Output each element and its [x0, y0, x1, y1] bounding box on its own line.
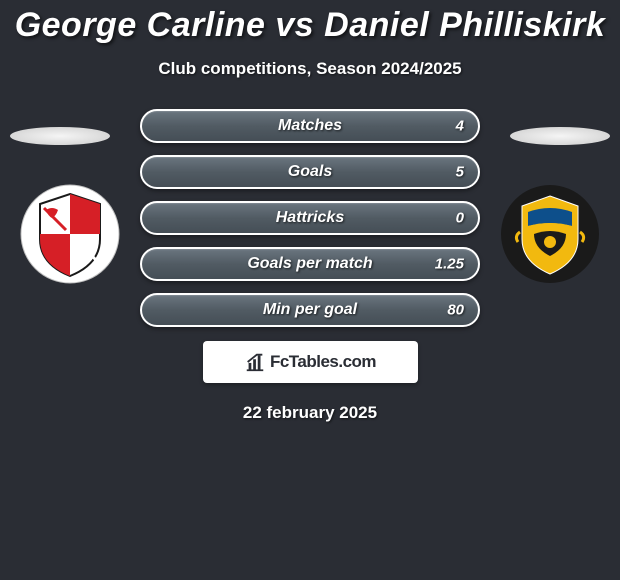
- subtitle: Club competitions, Season 2024/2025: [0, 59, 620, 79]
- player-right-placeholder: [510, 127, 610, 145]
- date-text: 22 february 2025: [0, 403, 620, 423]
- crest-right: [500, 184, 600, 284]
- stat-label: Goals per match: [142, 255, 478, 273]
- stat-value: 5: [456, 164, 464, 181]
- stat-value: 1.25: [435, 256, 464, 273]
- stat-label: Matches: [142, 117, 478, 135]
- stat-bar-hattricks: Hattricks 0: [140, 201, 480, 235]
- source-logo: FcTables.com: [244, 351, 376, 373]
- source-logo-box: FcTables.com: [203, 341, 418, 383]
- source-logo-text: FcTables.com: [270, 352, 376, 372]
- chart-icon: [244, 351, 266, 373]
- player-left-placeholder: [10, 127, 110, 145]
- comparison-area: Matches 4 Goals 5 Hattricks 0 Goals per …: [0, 109, 620, 423]
- stat-label: Hattricks: [142, 209, 478, 227]
- stat-bar-goals-per-match: Goals per match 1.25: [140, 247, 480, 281]
- stat-value: 4: [456, 118, 464, 135]
- stat-bar-matches: Matches 4: [140, 109, 480, 143]
- stat-label: Min per goal: [142, 301, 478, 319]
- page-title: George Carline vs Daniel Philliskirk: [0, 0, 620, 45]
- stat-bar-min-per-goal: Min per goal 80: [140, 293, 480, 327]
- stat-label: Goals: [142, 163, 478, 181]
- stat-bar-goals: Goals 5: [140, 155, 480, 189]
- stat-value: 0: [456, 210, 464, 227]
- stat-bars: Matches 4 Goals 5 Hattricks 0 Goals per …: [140, 109, 480, 327]
- crest-left: [20, 184, 120, 284]
- stat-value: 80: [447, 302, 464, 319]
